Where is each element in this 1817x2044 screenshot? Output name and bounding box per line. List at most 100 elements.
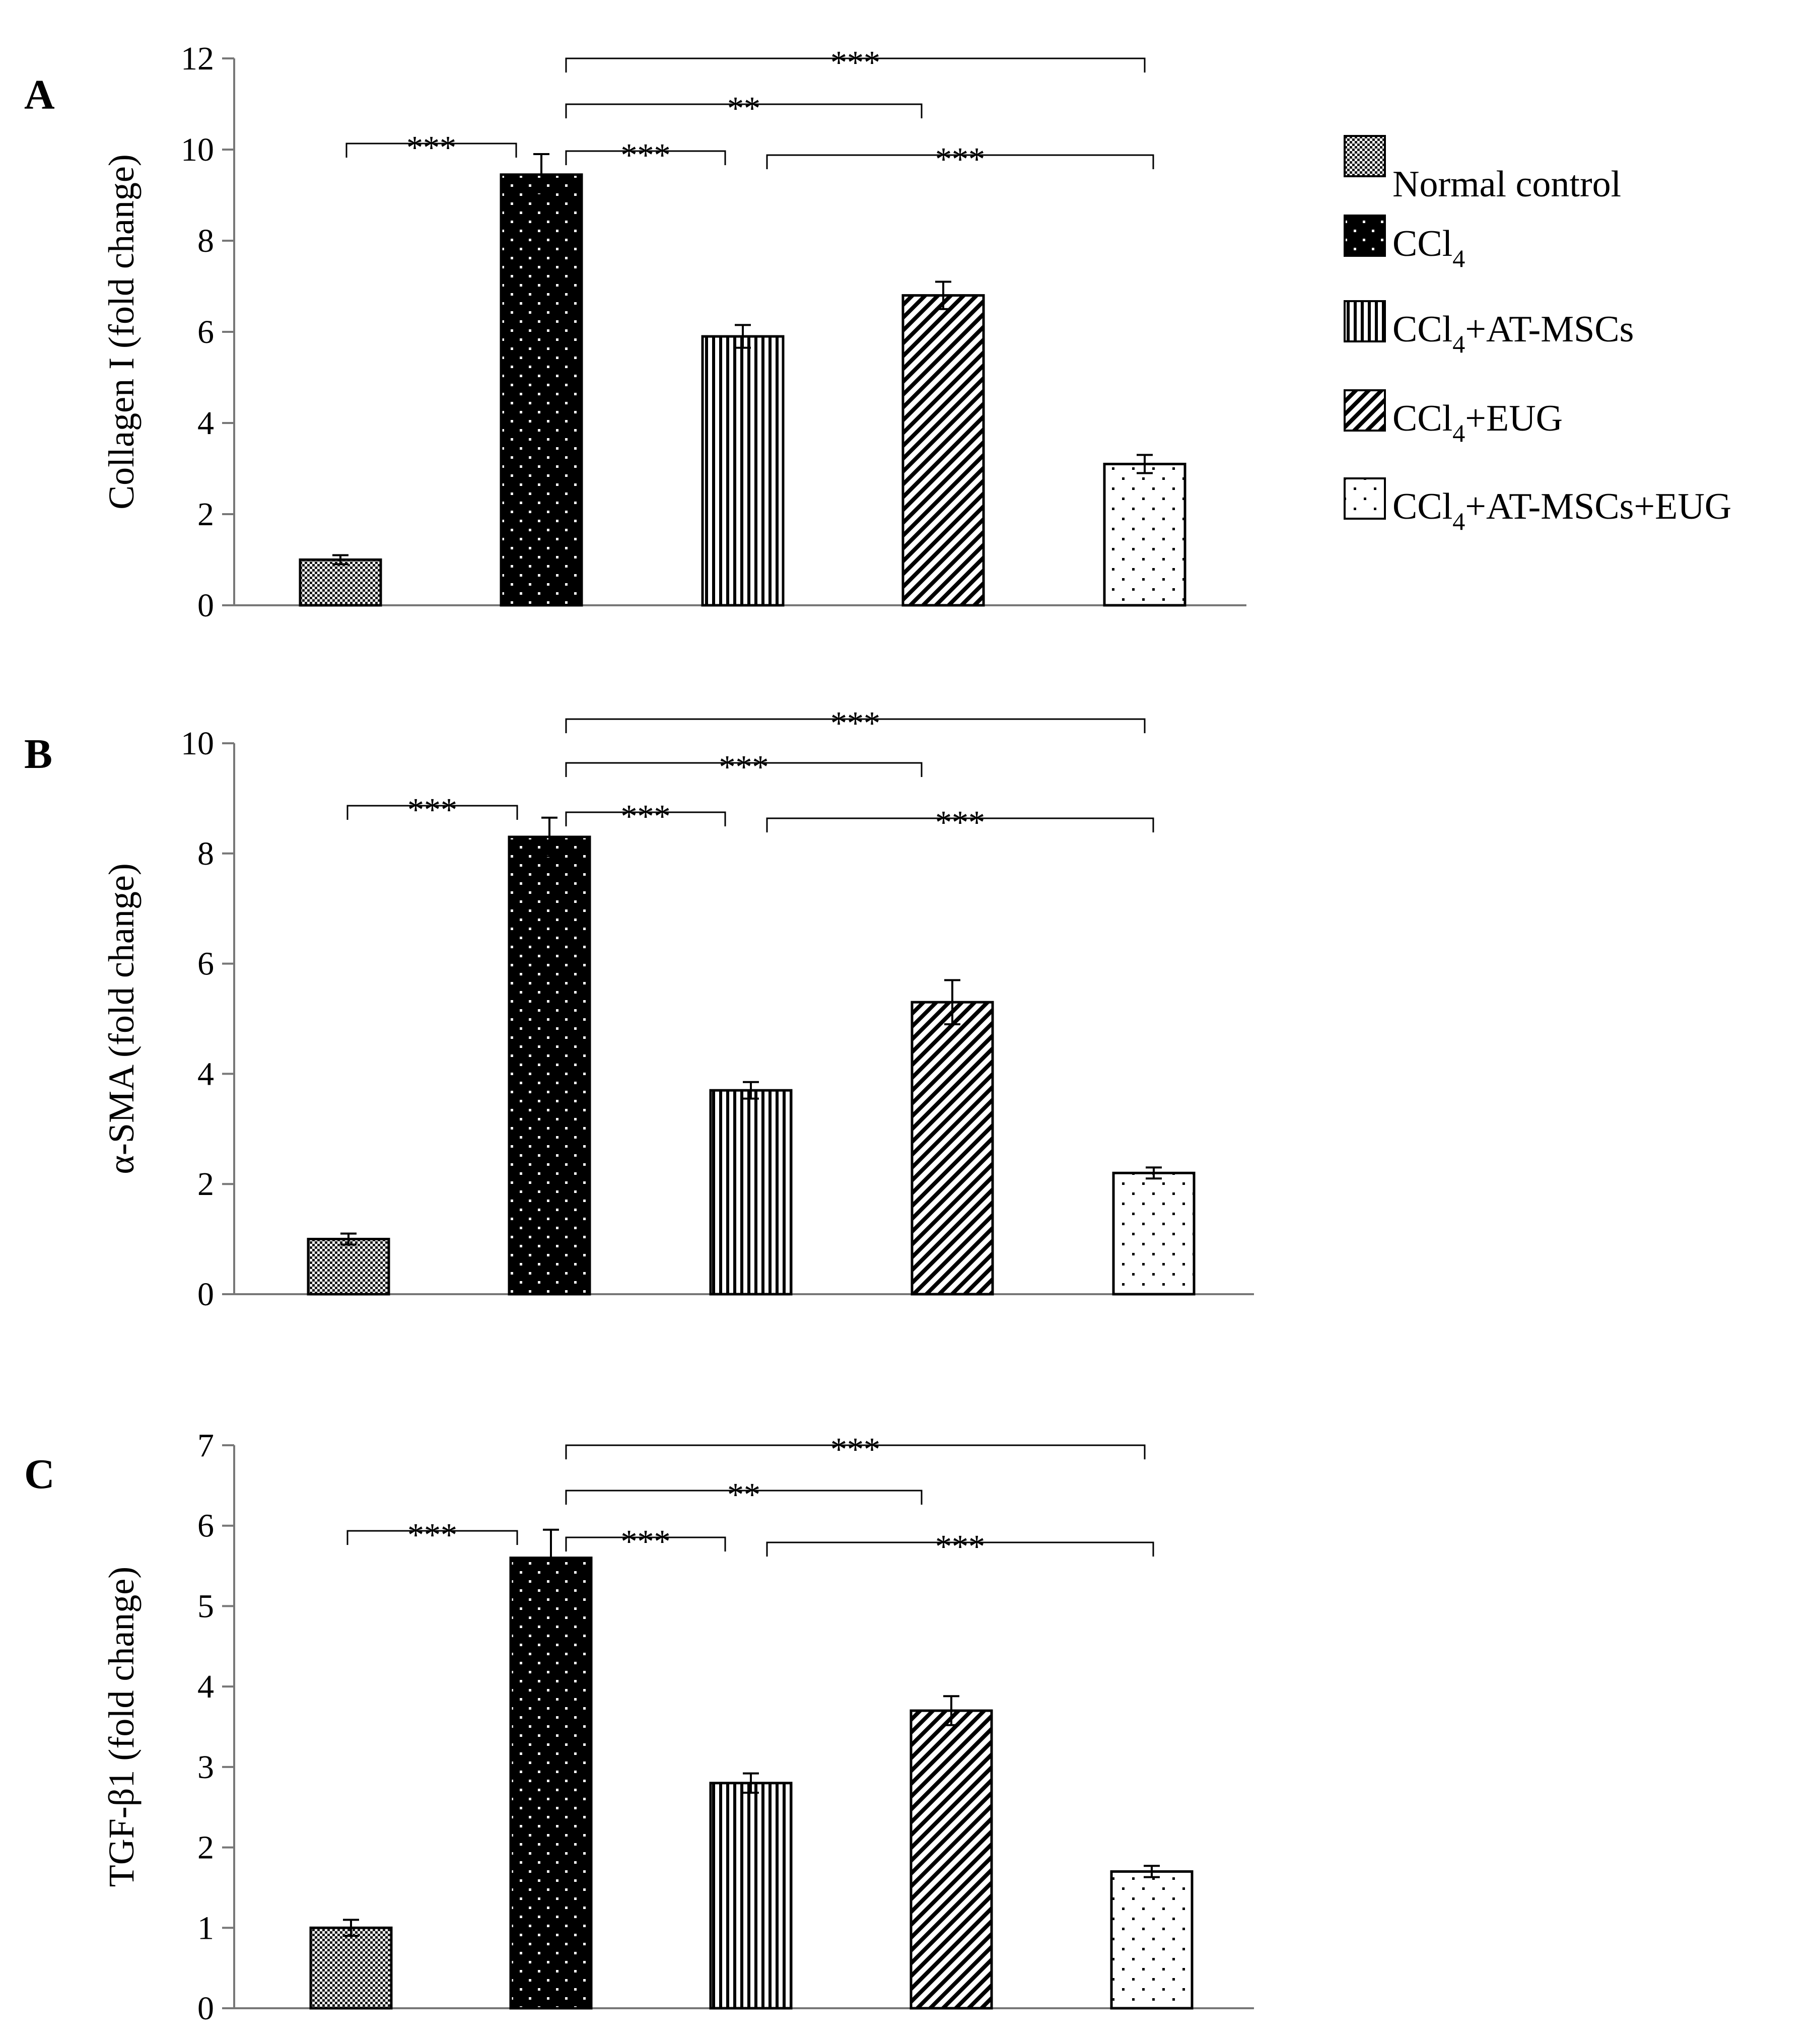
bracket-line — [565, 811, 726, 826]
y-tick-label: 10 — [181, 725, 214, 762]
y-tick-label: 1 — [197, 1910, 214, 1946]
significance-bracket: *** — [766, 804, 1154, 841]
legend-swatch — [1344, 215, 1386, 257]
y-tick-label: 8 — [197, 223, 214, 259]
legend-label: CCl4+AT-MSCs+EUG — [1392, 486, 1731, 535]
significance-label: *** — [719, 749, 769, 786]
y-axis-title: α-SMA (fold change) — [101, 863, 142, 1174]
significance-bracket: *** — [565, 44, 1146, 81]
significance-bracket: ** — [565, 1476, 923, 1513]
bracket-line — [565, 718, 1146, 733]
significance-label: *** — [407, 792, 457, 828]
bar-combo — [1110, 1870, 1194, 2010]
legend-label: CCl4+EUG — [1392, 398, 1563, 447]
significance-bracket: *** — [346, 1517, 518, 1554]
bar-normal — [307, 1238, 390, 1296]
bracket-line — [346, 805, 518, 820]
bar-eug — [901, 294, 985, 607]
bracket-line — [345, 143, 517, 158]
bracket-line — [565, 1490, 923, 1505]
significance-label: *** — [935, 141, 985, 178]
bracket-line — [565, 150, 726, 165]
significance-label: *** — [935, 1528, 985, 1565]
legend-item-combo: CCl4+AT-MSCs+EUG — [1344, 477, 1731, 535]
significance-label: *** — [830, 1431, 880, 1468]
significance-bracket: *** — [565, 798, 726, 835]
panel-b: B 0 2 4 6 8 10 α-SMA (fold change) *** *** *** *** *… — [24, 705, 1254, 1313]
bar-eug — [911, 1001, 994, 1296]
panel-letter: B — [24, 731, 52, 778]
significance-bracket: *** — [565, 1523, 726, 1560]
significance-label: *** — [406, 129, 456, 166]
bar-ccl4 — [500, 173, 583, 607]
bar-mscs — [709, 1782, 793, 2010]
bar-ccl4 — [508, 835, 591, 1296]
panel-letter: A — [24, 72, 55, 118]
legend-label: CCl4+AT-MSCs — [1392, 309, 1634, 358]
y-tick-label: 7 — [197, 1427, 214, 1464]
y-tick-label: 12 — [181, 40, 214, 77]
bracket-line — [766, 1541, 1154, 1557]
legend-item-ccl4: CCl4 — [1344, 215, 1465, 272]
legend-label: Normal control — [1392, 164, 1621, 205]
significance-label: *** — [830, 44, 880, 81]
bar-eug — [910, 1709, 993, 2010]
legend: Normal control CCl4 CCl4+AT-MSCs CCl4+EUG CC… — [1344, 135, 1731, 535]
panel-letter: C — [24, 1451, 55, 1498]
bar-mscs — [701, 335, 785, 607]
legend-swatch — [1344, 389, 1386, 432]
significance-bracket: *** — [565, 749, 923, 786]
significance-bracket: ** — [565, 90, 923, 127]
y-tick-label: 6 — [197, 946, 214, 982]
legend-swatch — [1344, 300, 1386, 342]
y-tick-label: 3 — [197, 1749, 214, 1786]
bar-normal — [309, 1926, 393, 2010]
significance-label: *** — [830, 705, 880, 742]
y-tick-label: 0 — [197, 1276, 214, 1313]
bracket-line — [565, 57, 1146, 73]
significance-bracket: *** — [346, 792, 518, 828]
significance-bracket: *** — [766, 1528, 1154, 1565]
y-tick-label: 2 — [197, 496, 214, 533]
legend-item-mscs: CCl4+AT-MSCs — [1344, 300, 1634, 358]
y-tick-label: 0 — [197, 587, 214, 624]
y-tick-label: 0 — [197, 1990, 214, 2027]
y-tick-label: 2 — [197, 1166, 214, 1203]
legend-label: CCl4 — [1392, 223, 1465, 272]
significance-bracket: *** — [766, 141, 1154, 178]
legend-swatch — [1344, 135, 1386, 177]
significance-label: *** — [621, 1523, 671, 1560]
y-tick-label: 2 — [197, 1829, 214, 1866]
significance-label: ** — [727, 90, 760, 127]
y-axis-title: TGF-β1 (fold change) — [101, 1567, 142, 1887]
significance-bracket: *** — [345, 129, 517, 166]
bar-combo — [1103, 462, 1186, 607]
y-tick-label: 4 — [197, 1055, 214, 1092]
bracket-line — [766, 154, 1154, 169]
bracket-line — [565, 103, 923, 118]
legend-swatch — [1344, 477, 1386, 520]
y-tick-label: 5 — [197, 1588, 214, 1625]
bar-combo — [1112, 1171, 1196, 1296]
legend-item-normal: Normal control — [1344, 135, 1621, 205]
bar-ccl4 — [509, 1557, 593, 2010]
y-tick-label: 4 — [197, 405, 214, 442]
significance-bracket: *** — [565, 1431, 1146, 1468]
bar-normal — [299, 558, 382, 607]
y-axis-title: Collagen I (fold change) — [101, 154, 142, 510]
significance-label: *** — [621, 798, 671, 835]
significance-label: *** — [935, 804, 985, 841]
significance-label: *** — [621, 137, 671, 174]
significance-bracket: *** — [565, 137, 726, 174]
y-tick-label: 6 — [197, 1508, 214, 1544]
significance-label: ** — [727, 1476, 760, 1513]
bar-mscs — [709, 1089, 793, 1296]
y-tick-label: 8 — [197, 835, 214, 872]
bracket-line — [565, 762, 923, 777]
y-tick-label: 10 — [181, 131, 214, 168]
significance-label: *** — [407, 1517, 457, 1554]
bracket-line — [565, 1444, 1146, 1459]
